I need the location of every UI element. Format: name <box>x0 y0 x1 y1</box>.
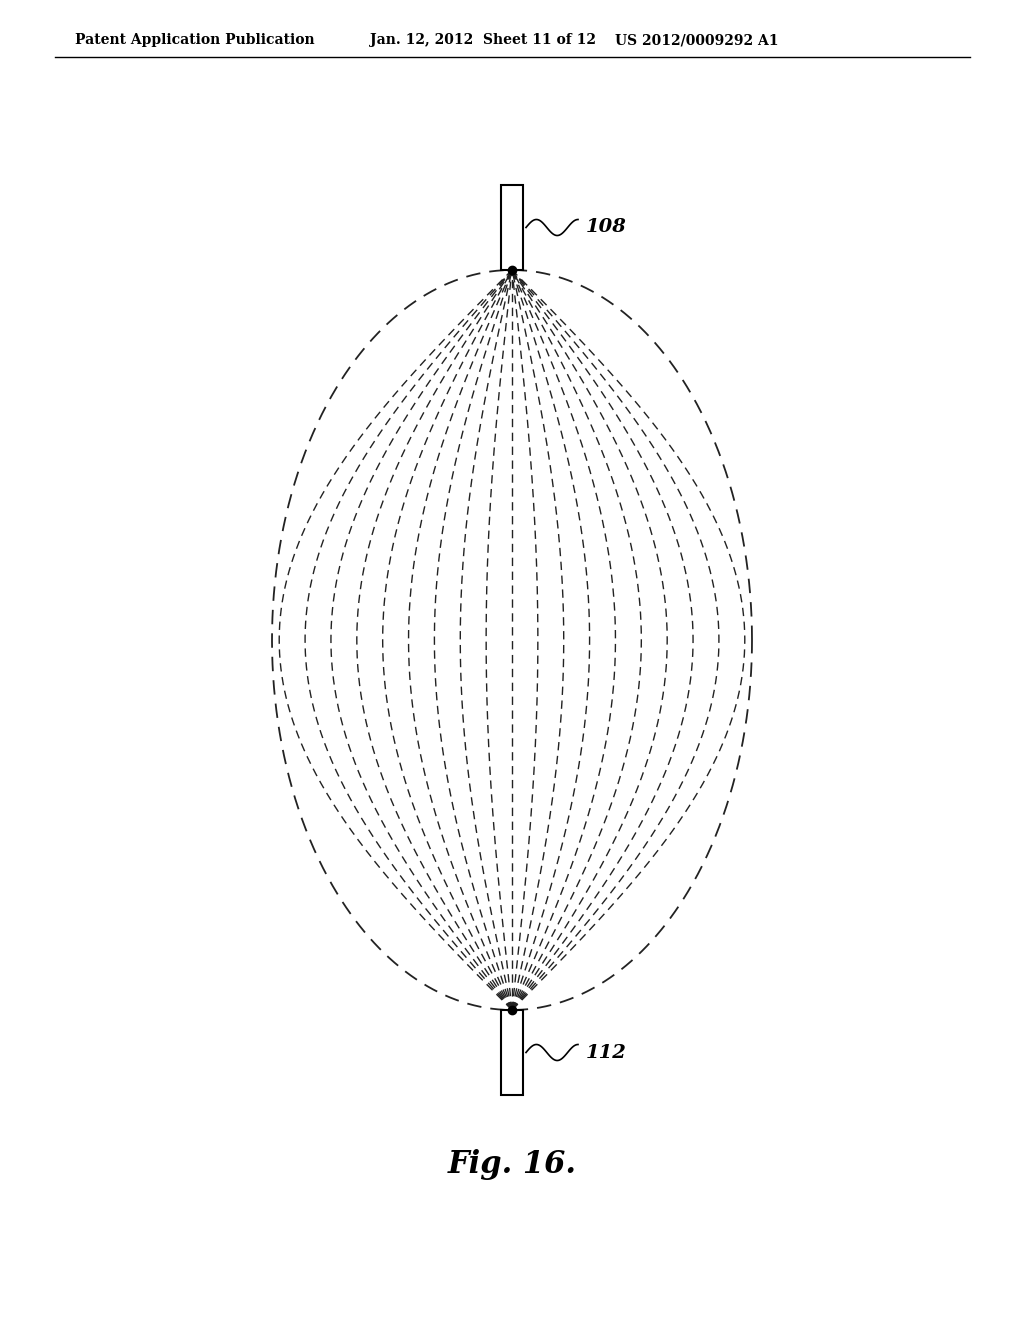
Bar <box>501 1010 523 1096</box>
Text: US 2012/0009292 A1: US 2012/0009292 A1 <box>615 33 778 48</box>
Text: Fig. 16.: Fig. 16. <box>447 1150 577 1180</box>
Bar <box>501 185 523 271</box>
Text: 108: 108 <box>586 219 627 236</box>
Text: Jan. 12, 2012  Sheet 11 of 12: Jan. 12, 2012 Sheet 11 of 12 <box>370 33 596 48</box>
Text: Patent Application Publication: Patent Application Publication <box>75 33 314 48</box>
Text: 112: 112 <box>586 1044 627 1061</box>
